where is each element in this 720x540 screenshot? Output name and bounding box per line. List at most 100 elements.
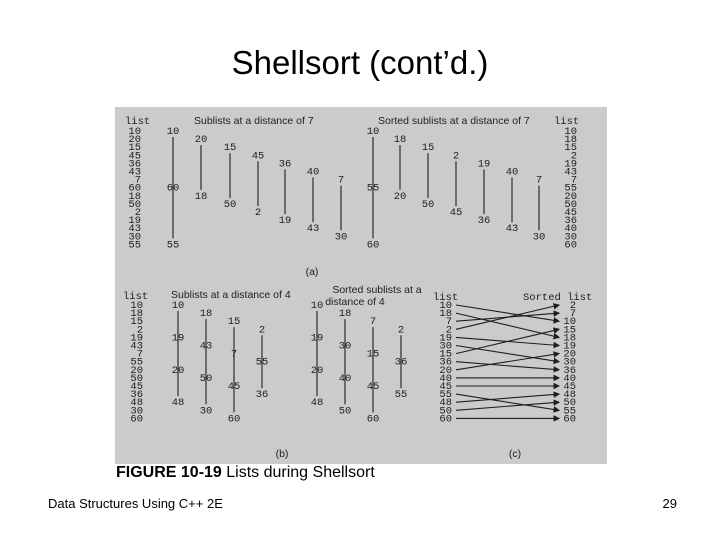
panel-a-sorted-sublist-value: 40 (506, 167, 519, 179)
panel-a-list-value: 2 (135, 207, 141, 219)
panel-c-sorted-list-value: 7 (570, 308, 576, 320)
panel-c-sorted-list-value: 36 (563, 365, 576, 377)
panel-a-sublist-value: 55 (167, 239, 180, 251)
panel-c-list-value: 45 (439, 381, 452, 393)
panel-b-sorted-header-line2: distance of 4 (325, 296, 385, 308)
panel-a-sorted-sublist-value: 45 (450, 207, 463, 219)
panel-b-list-value: 45 (130, 381, 143, 393)
panel-a-sorted-list-value: 30 (564, 231, 577, 243)
panel-b-list-value: 50 (130, 373, 143, 385)
footer-book-title: Data Structures Using C++ 2E (48, 496, 223, 511)
panel-a-sublist-value: 43 (307, 223, 320, 235)
panel-a-sorted-list-value: 55 (564, 183, 577, 195)
panel-a-list-value: 50 (128, 199, 141, 211)
panel-c-sorted-list-value: 45 (563, 381, 576, 393)
panel-a-sorted-list-value: 60 (564, 239, 577, 251)
panel-c-list-value: 19 (439, 332, 452, 344)
panel-a-sublist-value: 45 (252, 150, 265, 162)
shellsort-figure: list Sublists at a distance of 7 Sorted su… (115, 107, 607, 464)
panel-a-sorted-sublist-value: 60 (367, 239, 380, 251)
panel-c-sorted-list-value: 15 (563, 324, 576, 336)
panel-a-list-value: 10 (128, 126, 141, 138)
panel-b-sublist-value: 15 (228, 316, 241, 328)
panel-a-sorted-list-value: 7 (571, 175, 577, 187)
panel-a-sorted-sublist-value: 36 (478, 215, 491, 227)
panel-a-sublist-value: 30 (335, 231, 348, 243)
panel-c-list-header: list (433, 292, 458, 304)
panel-a-list-value: 36 (128, 158, 141, 170)
panel-b-list-value: 7 (137, 349, 143, 361)
panel-a-list-value: 7 (135, 175, 141, 187)
panel-c-list-value: 36 (439, 357, 452, 369)
panel-c-sorted-list-value: 2 (570, 300, 576, 312)
panel-a-sorted-list-value: 20 (564, 191, 577, 203)
panel-c-sorted-list-value: 30 (563, 357, 576, 369)
panel-c-list-value: 40 (439, 373, 452, 385)
panel-c-sorted-list-value: 20 (563, 349, 576, 361)
panel-c-sorted-list-value: 18 (563, 332, 576, 344)
panel-a-sublist-value: 18 (195, 191, 208, 203)
panel-a-sublist-value: 20 (195, 134, 208, 146)
panel-a-sorted-list-value: 19 (564, 158, 577, 170)
panel-c-list-value: 10 (439, 300, 452, 312)
panel-a-list-value: 43 (128, 223, 141, 235)
panel-c-list-value: 48 (439, 397, 452, 409)
panel-b-list-value: 43 (130, 341, 143, 353)
panel-c-list-value: 7 (446, 316, 452, 328)
panel-a-sublist-value: 19 (279, 215, 292, 227)
panel-c-arrow (455, 304, 561, 324)
panel-a-sorted-list-value: 10 (564, 126, 577, 138)
panel-c-list-value: 60 (439, 413, 452, 425)
panel-a-sorted-sublist-value: 10 (367, 126, 380, 138)
panel-a-list-value: 30 (128, 231, 141, 243)
panel-b-sublist-value: 2 (259, 324, 265, 336)
panel-a-sorted-list-value: 50 (564, 199, 577, 211)
panel-c-list-value: 18 (439, 308, 452, 320)
panel-c-arrow (455, 399, 561, 411)
panel-c-list-value: 55 (439, 389, 452, 401)
panel-b-sorted-sublist-value: 7 (370, 316, 376, 328)
page-number: 29 (662, 496, 677, 511)
panel-a-sorted-sublist-value: 30 (533, 231, 546, 243)
shellsort-diagram: list Sublists at a distance of 7 Sorted su… (123, 115, 592, 460)
panel-b-sublist-value: 30 (200, 405, 213, 417)
panel-b-sublist-value: 48 (172, 397, 185, 409)
panel-b-sorted-sublist-value: 55 (395, 389, 408, 401)
panel-a-sorted-sublist-value: 2 (453, 150, 459, 162)
panel-c-list-value: 20 (439, 365, 452, 377)
figure-caption-text: Lists during Shellsort (221, 464, 375, 481)
panel-a-sorted-sublist-value: 15 (422, 142, 435, 154)
panel-b-list-value: 55 (130, 357, 143, 369)
panel-a-sorted-list-header: list (554, 116, 579, 128)
panel-c-list-value: 50 (439, 405, 452, 417)
panel-b-list-value: 48 (130, 397, 143, 409)
panel-c-arrow (455, 303, 561, 330)
panel-b-sorted-sublist-value: 60 (367, 413, 380, 425)
panel-a-list-value: 15 (128, 142, 141, 154)
panel-a-sublist-value: 10 (167, 126, 180, 138)
panel-c-sorted-list-value: 48 (563, 389, 576, 401)
panel-b-list-value: 20 (130, 365, 143, 377)
panel-a-sublist-value: 50 (224, 199, 237, 211)
panel-c-arrow (455, 327, 561, 355)
panel-b-list-value: 10 (130, 300, 143, 312)
panel-a-sublist-value: 36 (279, 158, 292, 170)
panel-c-arrow (455, 391, 561, 403)
panel-b-list-value: 30 (130, 405, 143, 417)
panel-b-sublist-value: 36 (256, 389, 269, 401)
panel-c-sorted-list-value: 55 (563, 405, 576, 417)
panel-b-list-value: 18 (130, 308, 143, 320)
panel-b-sorted-header-line1: Sorted sublists at a (332, 284, 421, 296)
panel-b-sorted-sublist-value: 50 (339, 405, 352, 417)
panel-c-sorted-header: Sorted list (523, 292, 592, 304)
panel-b-list-value: 36 (130, 389, 143, 401)
panel-a-list-value: 19 (128, 215, 141, 227)
panel-c-sorted-list-value: 40 (563, 373, 576, 385)
panel-c-arrow (455, 361, 561, 373)
panel-a-sorted-list-value: 45 (564, 207, 577, 219)
panel-a-sorted-list-value: 43 (564, 167, 577, 179)
panel-b-sorted-sublist-value: 18 (339, 308, 352, 320)
panel-b-sorted-sublist-value: 48 (311, 397, 324, 409)
panel-c-arrow (455, 351, 561, 371)
panel-a-list-header: list (125, 116, 150, 128)
